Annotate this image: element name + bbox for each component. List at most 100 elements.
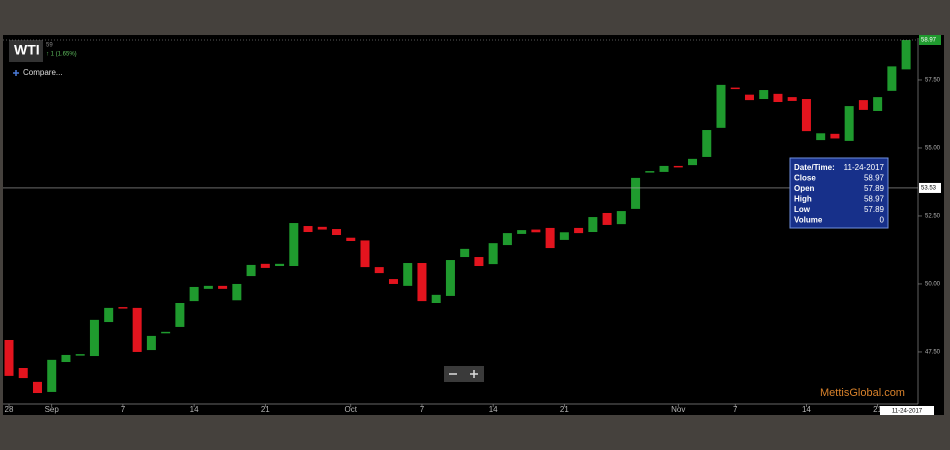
tooltip-key: Volume	[794, 216, 823, 225]
candle-body	[517, 230, 527, 234]
candle-body	[574, 227, 584, 234]
x-tick-label: 28	[5, 405, 14, 414]
candle-body	[730, 87, 740, 90]
symbol: WTI	[14, 42, 40, 58]
tooltip-key: High	[794, 195, 812, 204]
y-tick-label: 52.50	[925, 214, 941, 220]
candle-body	[360, 240, 370, 268]
candle-body	[403, 263, 413, 286]
crosshair-tag	[919, 182, 941, 193]
candle-body	[47, 359, 57, 392]
candle-body	[830, 133, 840, 139]
tooltip: Date/Time: 11-24-2017 Close 58.97 Open 57.89 H…	[789, 157, 889, 229]
tooltip-value: 57.89	[864, 184, 885, 193]
candle-body	[901, 40, 911, 70]
candle-body	[346, 237, 356, 241]
crosshair-date: 11-24-2017	[892, 409, 923, 415]
x-tick-label: Nov	[671, 405, 685, 414]
candle-body	[445, 260, 455, 296]
candle-body	[61, 354, 71, 363]
candle-body	[146, 335, 156, 351]
candle-body	[75, 354, 85, 356]
compare-label[interactable]: Compare...	[23, 68, 63, 77]
last-price-label: 58.97	[921, 38, 937, 44]
candle-body	[659, 165, 669, 172]
change: ↑ 1 (1.65%)	[46, 52, 77, 58]
x-tick-label: 21	[560, 405, 569, 414]
crosshair-label: 53.53	[921, 186, 937, 192]
tooltip-value: 58.97	[864, 174, 885, 183]
candle-body	[645, 171, 655, 173]
candle-body	[332, 229, 342, 236]
candle-body	[773, 93, 783, 103]
candle-body	[260, 263, 270, 268]
candle-body	[887, 66, 897, 91]
x-tick-label: 7	[733, 405, 738, 414]
crosshair-date-box	[880, 406, 934, 415]
tooltip-value: 0	[880, 216, 885, 225]
candle-body	[118, 307, 128, 309]
candle-body	[588, 217, 598, 233]
candle-body	[816, 133, 826, 141]
candle-body	[317, 226, 327, 230]
candle-body	[688, 158, 698, 166]
candle-body	[502, 233, 512, 246]
candle-body	[161, 331, 171, 334]
candle-body	[218, 285, 228, 289]
tooltip-value: 11-24-2017	[844, 163, 885, 172]
tooltip-key: Date/Time:	[794, 163, 835, 172]
x-tick-label: 14	[802, 405, 811, 414]
candle-body	[716, 84, 726, 128]
candle-body	[559, 232, 569, 240]
candle-body	[531, 229, 541, 233]
tooltip-value: 58.97	[864, 195, 885, 204]
x-tick-label: 7	[420, 405, 425, 414]
candle-body	[488, 243, 498, 265]
tooltip-key: Close	[794, 174, 816, 183]
candle-body	[246, 264, 256, 277]
watermark: MettisGlobal.com	[820, 387, 905, 399]
candle-body	[32, 381, 42, 394]
y-tick-label: 47.50	[925, 350, 941, 356]
candle-body	[132, 307, 142, 352]
x-tick-label: 14	[190, 405, 199, 414]
candle-body	[631, 177, 641, 209]
compare-button[interactable]: Compare...	[13, 68, 63, 77]
candle-body	[616, 211, 626, 225]
candle-body	[858, 100, 868, 110]
candle-body	[602, 212, 612, 225]
candle-body	[203, 285, 213, 289]
candle-body	[175, 303, 185, 327]
chart-area	[3, 35, 944, 415]
symbol-box	[9, 40, 43, 62]
candle-body	[545, 227, 555, 249]
candle-body	[787, 97, 797, 101]
x-tick-label: 14	[489, 405, 498, 414]
y-tick-label: 57.50	[925, 78, 941, 84]
candle-body	[4, 339, 14, 376]
candle-body	[460, 248, 470, 258]
candle-body	[104, 307, 114, 323]
candle-body	[417, 263, 427, 302]
candle-body	[303, 226, 313, 233]
candle-body	[702, 130, 712, 157]
candle-body	[18, 368, 28, 379]
candle-body	[89, 319, 99, 357]
candle-body	[289, 223, 299, 267]
candle-body	[388, 279, 398, 284]
zoom-controls	[444, 366, 484, 382]
last: 59	[46, 43, 53, 49]
tooltip-box	[789, 157, 889, 229]
tooltip-value: 57.89	[864, 205, 885, 214]
candle-body	[189, 286, 199, 302]
x-tick-label: 7	[121, 405, 126, 414]
tooltip-key: Low	[794, 205, 811, 214]
candle-body	[801, 99, 811, 132]
x-tick-label: 21	[873, 405, 882, 414]
candle-body	[232, 283, 242, 301]
candle-body	[275, 263, 285, 267]
candle-body	[759, 90, 769, 100]
candle-body	[374, 267, 384, 274]
